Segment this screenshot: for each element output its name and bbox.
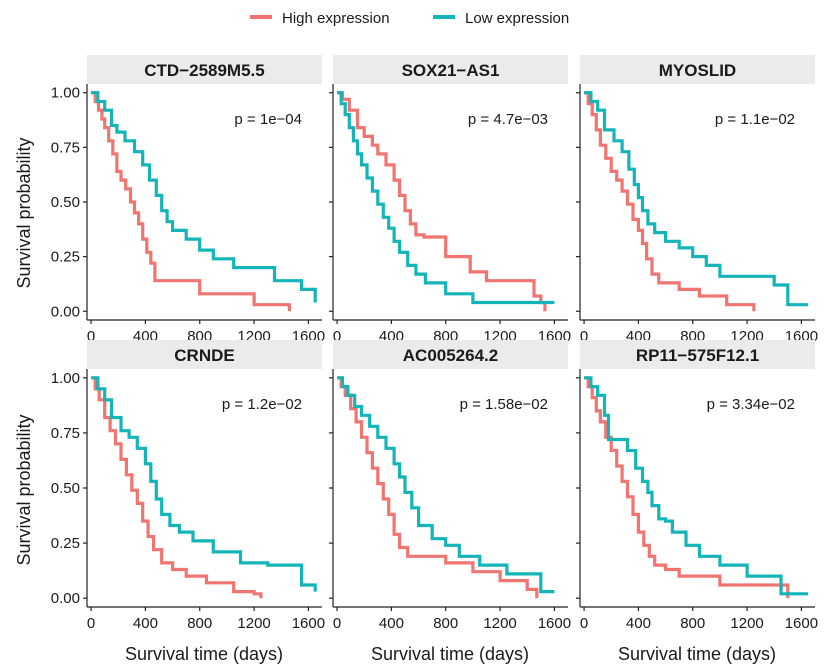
p-value-label: p = 1.2e−02: [222, 396, 302, 413]
facet-strip: [87, 340, 322, 369]
y-tick-label: 0.00: [51, 590, 80, 607]
x-tick-label: 1200: [237, 615, 270, 632]
y-axis-title-bottom: Survival probability: [14, 414, 34, 565]
facet-panels: CTD−2589M5.5 0.00 0.25 0.50 0.75 1.00 0 400 800 1…: [51, 55, 818, 632]
survival-curve-low: [584, 376, 809, 596]
x-tick-label: 0: [87, 328, 95, 345]
y-axis-title-top: Survival probability: [14, 137, 34, 288]
survival-curve-high: [91, 376, 263, 599]
y-tick-label: 0.50: [51, 480, 80, 497]
legend-label-low: Low expression: [465, 10, 569, 27]
x-tick-label: 1200: [483, 615, 516, 632]
survival-curve-low: [337, 91, 555, 305]
legend-label-high: High expression: [282, 10, 390, 27]
survival-curve-high: [584, 376, 790, 599]
x-tick-label: 800: [433, 615, 458, 632]
p-value-label: p = 1.1e−02: [715, 111, 795, 128]
y-tick-label: 0.50: [51, 194, 80, 211]
facet-panel: CTD−2589M5.50.000.250.500.751.000 400 800 1…: [51, 55, 325, 345]
facet-title: RP11−575F12.1: [636, 346, 759, 365]
survival-curve-low: [337, 376, 555, 594]
x-axis-title-col2: Survival time (days): [371, 644, 529, 664]
survival-curve-high: [584, 91, 756, 312]
survival-curve-high: [337, 376, 539, 599]
survival-curve-low: [584, 91, 809, 307]
facet-strip: [580, 340, 815, 369]
facet-strip: [87, 55, 322, 84]
p-value-label: p = 1.58e−02: [460, 396, 548, 413]
facet-strip: [333, 55, 568, 84]
facet-title: CRNDE: [174, 346, 234, 365]
y-tick-label: 0.75: [51, 425, 80, 442]
facet-panel: AC005264.2 0 400 800 1200 1600 p = 1.58e−02: [329, 340, 571, 632]
x-tick-label: 400: [626, 615, 651, 632]
x-tick-label: 1200: [730, 615, 763, 632]
survival-curve-high: [91, 91, 291, 312]
facet-title: MYOSLID: [659, 61, 736, 80]
p-value-label: p = 4.7e−03: [468, 111, 548, 128]
x-tick-label: 0: [333, 615, 341, 632]
survival-curve-low: [91, 376, 317, 592]
x-tick-label: 800: [680, 615, 705, 632]
x-tick-label: 0: [580, 615, 588, 632]
x-tick-label: 1600: [292, 615, 325, 632]
facet-title: SOX21−AS1: [402, 61, 500, 80]
y-tick-label: 1.00: [51, 370, 80, 387]
facet-title: AC005264.2: [403, 346, 498, 365]
facet-strip: [580, 55, 815, 84]
x-tick-label: 400: [379, 615, 404, 632]
p-value-label: p = 1e−04: [234, 111, 302, 128]
y-tick-label: 0.00: [51, 303, 80, 320]
x-axis-title-col3: Survival time (days): [618, 644, 776, 664]
x-tick-label: 400: [133, 615, 158, 632]
legend: High expression Low expression: [250, 10, 569, 27]
x-tick-label: 1600: [785, 615, 818, 632]
x-tick-label: 800: [187, 615, 212, 632]
x-tick-label: 0: [580, 328, 588, 345]
x-axis-title-col1: Survival time (days): [125, 644, 283, 664]
y-tick-label: 1.00: [51, 85, 80, 102]
facet-title: CTD−2589M5.5: [144, 61, 264, 80]
y-tick-label: 0.25: [51, 535, 80, 552]
y-tick-label: 0.75: [51, 139, 80, 156]
p-value-label: p = 3.34e−02: [707, 396, 795, 413]
survival-curve-low: [91, 91, 317, 303]
facet-panel: RP11−575F12.1 0 400 800 1200 1600 p = 3.34e−02: [576, 340, 818, 632]
facet-panel: CRNDE 0.00 0.25 0.50 0.75 1.00 0 400 800 1200 1600…: [51, 340, 325, 632]
facet-strip: [333, 340, 568, 369]
x-tick-label: 1600: [538, 615, 571, 632]
survival-curve-high: [337, 91, 547, 312]
x-tick-label: 0: [87, 615, 95, 632]
y-tick-label: 0.25: [51, 249, 80, 266]
x-tick-label: 0: [333, 328, 341, 345]
